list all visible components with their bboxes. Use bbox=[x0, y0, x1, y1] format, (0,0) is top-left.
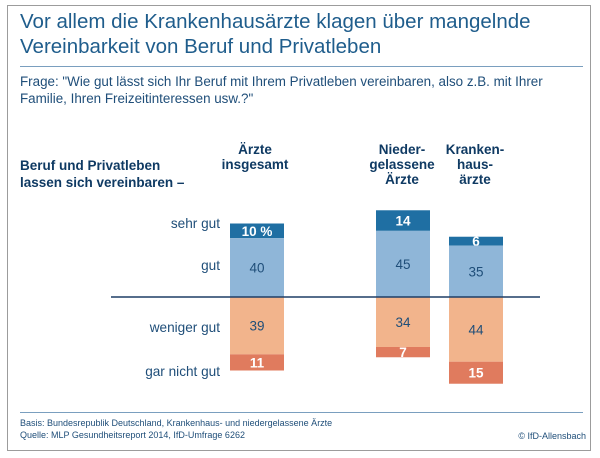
data-label-gut-col3: 35 bbox=[468, 264, 483, 279]
column-header-line: Kranken- bbox=[445, 142, 505, 157]
row-heading-line-1: Beruf und Privatleben bbox=[20, 158, 161, 173]
chart-title: Vor allem die Krankenhausärzte klagen üb… bbox=[20, 9, 585, 59]
row-label-sehr-gut: sehr gut bbox=[170, 216, 220, 231]
question-line-2: Familie, Ihren Freizeitinteressen usw.?" bbox=[20, 91, 254, 106]
question-line-1: Frage: "Wie gut lässt sich Ihr Beruf mit… bbox=[20, 74, 543, 89]
row-heading: Beruf und Privatleben lassen sich verein… bbox=[20, 157, 210, 191]
bar-weniger-gut-col3 bbox=[449, 297, 503, 362]
bar-gar-nicht-gut-col2 bbox=[376, 346, 430, 358]
column-header-aerzte-insgesamt: Ärzte insgesamt bbox=[195, 142, 315, 172]
column-header-line: insgesamt bbox=[221, 157, 289, 172]
bar-sehr-gut-col2 bbox=[376, 210, 430, 231]
column-header-line: haus- bbox=[456, 157, 493, 172]
bar-gar-nicht-gut-col3 bbox=[449, 361, 503, 384]
title-divider bbox=[20, 66, 583, 67]
row-label-gar-nicht-gut: gar nicht gut bbox=[145, 364, 220, 379]
column-header-niedergelassene-aerzte: Nieder- gelassene Ärzte bbox=[342, 142, 462, 187]
row-label-gut: gut bbox=[201, 258, 220, 273]
bar-gut-col3 bbox=[449, 245, 503, 297]
bar-gut-col2 bbox=[376, 230, 430, 297]
column-header-line: Ärzte bbox=[238, 142, 272, 157]
data-label-gut-col1: 40 bbox=[249, 261, 264, 276]
data-label-weniger-gut-col3: 44 bbox=[468, 322, 484, 337]
footer-quelle: Quelle: MLP Gesundheitsreport 2014, IfD-… bbox=[20, 430, 245, 440]
column-header-line: gelassene bbox=[369, 157, 435, 172]
column-header-krankenhausaerzte: Kranken- haus- ärzte bbox=[415, 142, 535, 187]
data-label-gar-nicht-gut-col2: 7 bbox=[399, 345, 407, 360]
footer-basis: Basis: Bundesrepublik Deutschland, Krank… bbox=[20, 418, 333, 428]
data-label-gar-nicht-gut-col1: 11 bbox=[250, 355, 265, 370]
title-line-1: Vor allem die Krankenhausärzte klagen üb… bbox=[20, 10, 531, 33]
column-header-line: Ärzte bbox=[385, 172, 419, 187]
row-label-weniger-gut: weniger gut bbox=[149, 320, 220, 335]
data-label-gar-nicht-gut-col3: 15 bbox=[468, 366, 484, 381]
data-label-sehr-gut-col3: 6 bbox=[472, 234, 480, 249]
bar-gut-col1 bbox=[230, 238, 284, 297]
data-label-gut-col2: 45 bbox=[395, 257, 410, 272]
bar-sehr-gut-col1 bbox=[230, 223, 284, 239]
data-label-weniger-gut-col1: 39 bbox=[249, 319, 264, 334]
title-line-2: Vereinbarkeit von Beruf und Privatleben bbox=[20, 35, 382, 58]
data-label-sehr-gut-col2: 14 bbox=[395, 214, 411, 229]
bar-sehr-gut-col3 bbox=[449, 236, 503, 246]
bar-gar-nicht-gut-col1 bbox=[230, 354, 284, 371]
footer-source: Basis: Bundesrepublik Deutschland, Krank… bbox=[20, 417, 332, 441]
bar-weniger-gut-col1 bbox=[230, 297, 284, 355]
bar-weniger-gut-col2 bbox=[376, 297, 430, 347]
row-heading-line-2: lassen sich vereinbaren – bbox=[20, 175, 185, 190]
chart-frame bbox=[7, 5, 591, 451]
data-label-sehr-gut-col1: 10 % bbox=[242, 224, 273, 239]
footer-divider bbox=[20, 412, 583, 413]
column-header-line: Nieder- bbox=[378, 142, 426, 157]
column-header-line: ärzte bbox=[459, 172, 491, 187]
survey-question: Frage: "Wie gut lässt sich Ihr Beruf mit… bbox=[20, 73, 585, 107]
copyright-notice: © IfD-Allensbach bbox=[518, 431, 586, 441]
data-label-weniger-gut-col2: 34 bbox=[395, 315, 411, 330]
